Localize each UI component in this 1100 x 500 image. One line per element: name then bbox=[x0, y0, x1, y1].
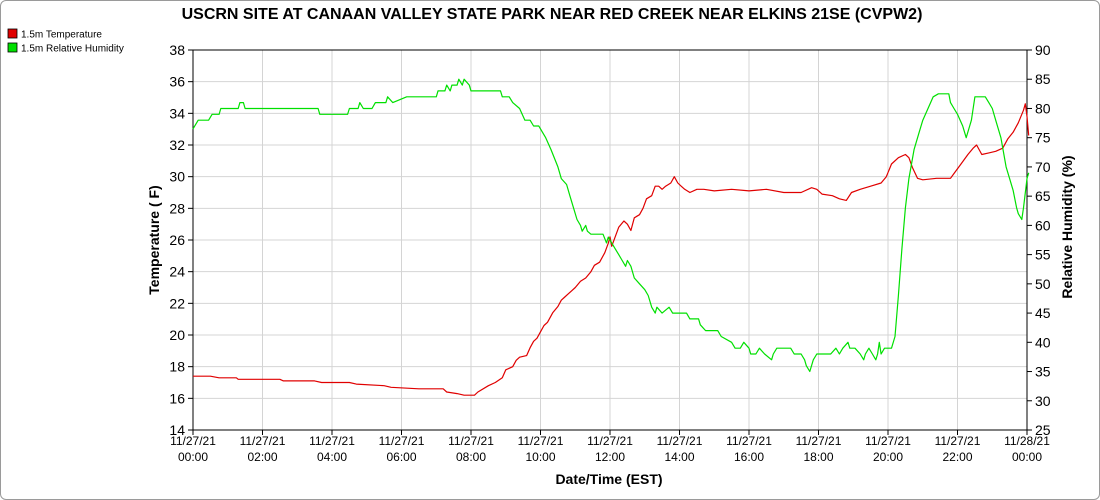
y-axis-left: 14 16 18 20 22 24 26 28 30 32 34 36 38 bbox=[169, 42, 193, 438]
x-tick-time: 08:00 bbox=[456, 450, 486, 464]
x-tick-time: 18:00 bbox=[803, 450, 833, 464]
y-right-tick-label: 40 bbox=[1035, 334, 1051, 350]
x-axis: 11/27/21 00:00 11/27/21 02:00 11/27/21 04:00 1… bbox=[170, 430, 1050, 464]
legend: 1.5m Temperature 1.5m Relative Humidity bbox=[7, 28, 124, 55]
y-left-tick-label: 18 bbox=[169, 359, 185, 375]
y-left-tick-label: 38 bbox=[169, 42, 185, 58]
y-right-tick-label: 80 bbox=[1035, 100, 1051, 116]
y-right-tick-label: 70 bbox=[1035, 159, 1051, 175]
legend-label-temperature: 1.5m Temperature bbox=[21, 30, 102, 41]
x-tick-date: 11/27/21 bbox=[518, 434, 564, 448]
x-tick-time: 00:00 bbox=[178, 450, 208, 464]
x-tick-date: 11/27/21 bbox=[448, 434, 494, 448]
x-tick-time: 00:00 bbox=[1012, 450, 1042, 464]
y-left-tick-label: 16 bbox=[169, 390, 185, 406]
y-left-tick-label: 22 bbox=[169, 295, 185, 311]
x-tick-time: 20:00 bbox=[873, 450, 903, 464]
x-tick-time: 04:00 bbox=[317, 450, 347, 464]
y-left-tick-label: 34 bbox=[169, 105, 185, 121]
legend-swatch-temperature bbox=[7, 28, 18, 39]
x-tick-date: 11/27/21 bbox=[309, 434, 355, 448]
x-tick-time: 10:00 bbox=[525, 450, 555, 464]
x-tick-date: 11/27/21 bbox=[726, 434, 772, 448]
y-axis-left-title: Temperature ( F) bbox=[146, 185, 162, 294]
x-tick-date: 11/27/21 bbox=[657, 434, 703, 448]
x-tick-time: 06:00 bbox=[386, 450, 416, 464]
y-left-tick-label: 20 bbox=[169, 327, 185, 343]
y-left-tick-label: 14 bbox=[169, 422, 185, 438]
x-tick-date: 11/28/21 bbox=[1004, 434, 1050, 448]
y-right-tick-label: 25 bbox=[1035, 422, 1051, 438]
y-axis-right-title: Relative Humidity (%) bbox=[1059, 155, 1075, 298]
x-tick-time: 16:00 bbox=[734, 450, 764, 464]
y-right-tick-label: 85 bbox=[1035, 71, 1051, 87]
y-right-tick-label: 90 bbox=[1035, 42, 1051, 58]
y-left-tick-label: 32 bbox=[169, 137, 185, 153]
y-axis-right: 25 30 35 40 45 50 55 60 65 70 75 80 85 90 bbox=[1027, 42, 1051, 438]
chart-title: USCRN SITE AT CANAAN VALLEY STATE PARK N… bbox=[182, 6, 923, 23]
y-right-tick-label: 35 bbox=[1035, 364, 1051, 380]
y-left-tick-label: 36 bbox=[169, 74, 185, 90]
series-line-temperature bbox=[193, 103, 1030, 396]
y-right-tick-label: 65 bbox=[1035, 188, 1051, 204]
y-left-tick-label: 26 bbox=[169, 232, 185, 248]
legend-swatch-humidity bbox=[7, 42, 18, 53]
y-right-tick-label: 55 bbox=[1035, 247, 1051, 263]
x-tick-date: 11/27/21 bbox=[240, 434, 286, 448]
y-right-tick-label: 50 bbox=[1035, 276, 1051, 292]
y-left-tick-label: 30 bbox=[169, 169, 185, 185]
legend-label-humidity: 1.5m Relative Humidity bbox=[21, 44, 124, 55]
series-lines bbox=[192, 78, 1030, 396]
x-tick-time: 22:00 bbox=[942, 450, 972, 464]
y-right-tick-label: 75 bbox=[1035, 130, 1051, 146]
y-left-tick-label: 28 bbox=[169, 200, 185, 216]
x-tick-date: 11/27/21 bbox=[587, 434, 633, 448]
series-line-humidity bbox=[192, 78, 1030, 373]
x-tick-date: 11/27/21 bbox=[865, 434, 911, 448]
y-right-tick-label: 45 bbox=[1035, 305, 1051, 321]
y-right-tick-label: 30 bbox=[1035, 393, 1051, 409]
y-right-tick-label: 60 bbox=[1035, 217, 1051, 233]
x-tick-date: 11/27/21 bbox=[379, 434, 425, 448]
x-tick-time: 02:00 bbox=[247, 450, 277, 464]
x-tick-date: 11/27/21 bbox=[170, 434, 216, 448]
x-tick-date: 11/27/21 bbox=[796, 434, 842, 448]
x-tick-time: 12:00 bbox=[595, 450, 625, 464]
y-left-tick-label: 24 bbox=[169, 264, 185, 280]
x-tick-date: 11/27/21 bbox=[935, 434, 981, 448]
x-tick-time: 14:00 bbox=[664, 450, 694, 464]
x-axis-title: Date/Time (EST) bbox=[555, 471, 662, 487]
